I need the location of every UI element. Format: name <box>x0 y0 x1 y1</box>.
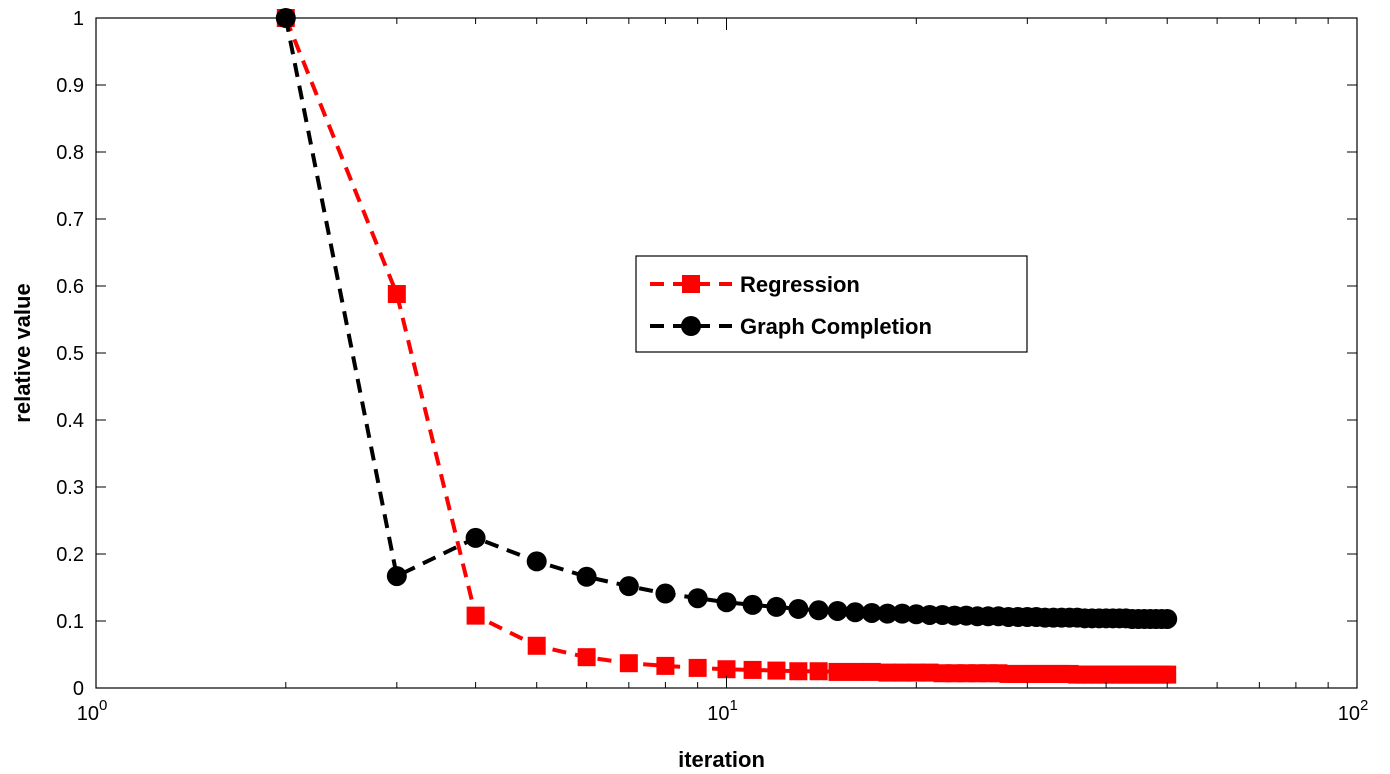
data-point <box>1158 666 1176 684</box>
y-tick-label: 0.8 <box>56 142 84 164</box>
y-tick-label: 1 <box>73 8 84 30</box>
legend-label: Graph Completion <box>740 314 932 339</box>
legend-item: Graph Completion <box>650 314 932 339</box>
data-point <box>767 662 785 680</box>
data-point <box>810 662 828 680</box>
data-point <box>1157 609 1177 629</box>
data-point <box>577 567 597 587</box>
data-point <box>717 592 737 612</box>
data-point <box>863 663 881 681</box>
x-tick-exponent: 1 <box>729 697 737 714</box>
data-point <box>387 566 407 586</box>
data-point <box>743 595 763 615</box>
y-tick-label: 0.4 <box>56 410 84 432</box>
data-point <box>846 663 864 681</box>
y-tick-label: 0.9 <box>56 75 84 97</box>
data-point <box>744 661 762 679</box>
x-tick-exponent: 0 <box>99 697 107 714</box>
data-point <box>788 599 808 619</box>
data-point <box>528 637 546 655</box>
data-point <box>829 663 847 681</box>
y-tick-label: 0.3 <box>56 477 84 499</box>
y-tick-label: 0.6 <box>56 276 84 298</box>
y-tick-label: 0.5 <box>56 343 84 365</box>
x-tick-exponent: 2 <box>1360 697 1368 714</box>
x-tick-base: 10 <box>1338 703 1360 725</box>
data-point <box>466 528 486 548</box>
y-tick-label: 0.7 <box>56 209 84 231</box>
data-point <box>619 576 639 596</box>
x-tick-base: 10 <box>77 703 99 725</box>
data-point <box>656 657 674 675</box>
data-point <box>689 659 707 677</box>
x-tick-base: 10 <box>707 703 729 725</box>
data-point <box>655 584 675 604</box>
data-point <box>688 588 708 608</box>
y-tick-label: 0.2 <box>56 544 84 566</box>
y-axis-label: relative value <box>10 283 35 422</box>
data-point <box>620 654 638 672</box>
y-tick-label: 0 <box>73 678 84 700</box>
data-point <box>527 551 547 571</box>
data-point <box>789 662 807 680</box>
data-point <box>467 607 485 625</box>
legend-marker <box>681 316 701 336</box>
x-axis-label: iteration <box>678 747 765 772</box>
legend: Regression Graph Completion <box>636 256 1027 352</box>
data-point <box>578 648 596 666</box>
data-point <box>388 285 406 303</box>
legend-label: Regression <box>740 272 860 297</box>
data-point <box>809 600 829 620</box>
data-point <box>828 601 848 621</box>
y-tick-label: 0.1 <box>56 611 84 633</box>
data-point <box>766 597 786 617</box>
data-point <box>718 660 736 678</box>
legend-marker <box>682 275 700 293</box>
